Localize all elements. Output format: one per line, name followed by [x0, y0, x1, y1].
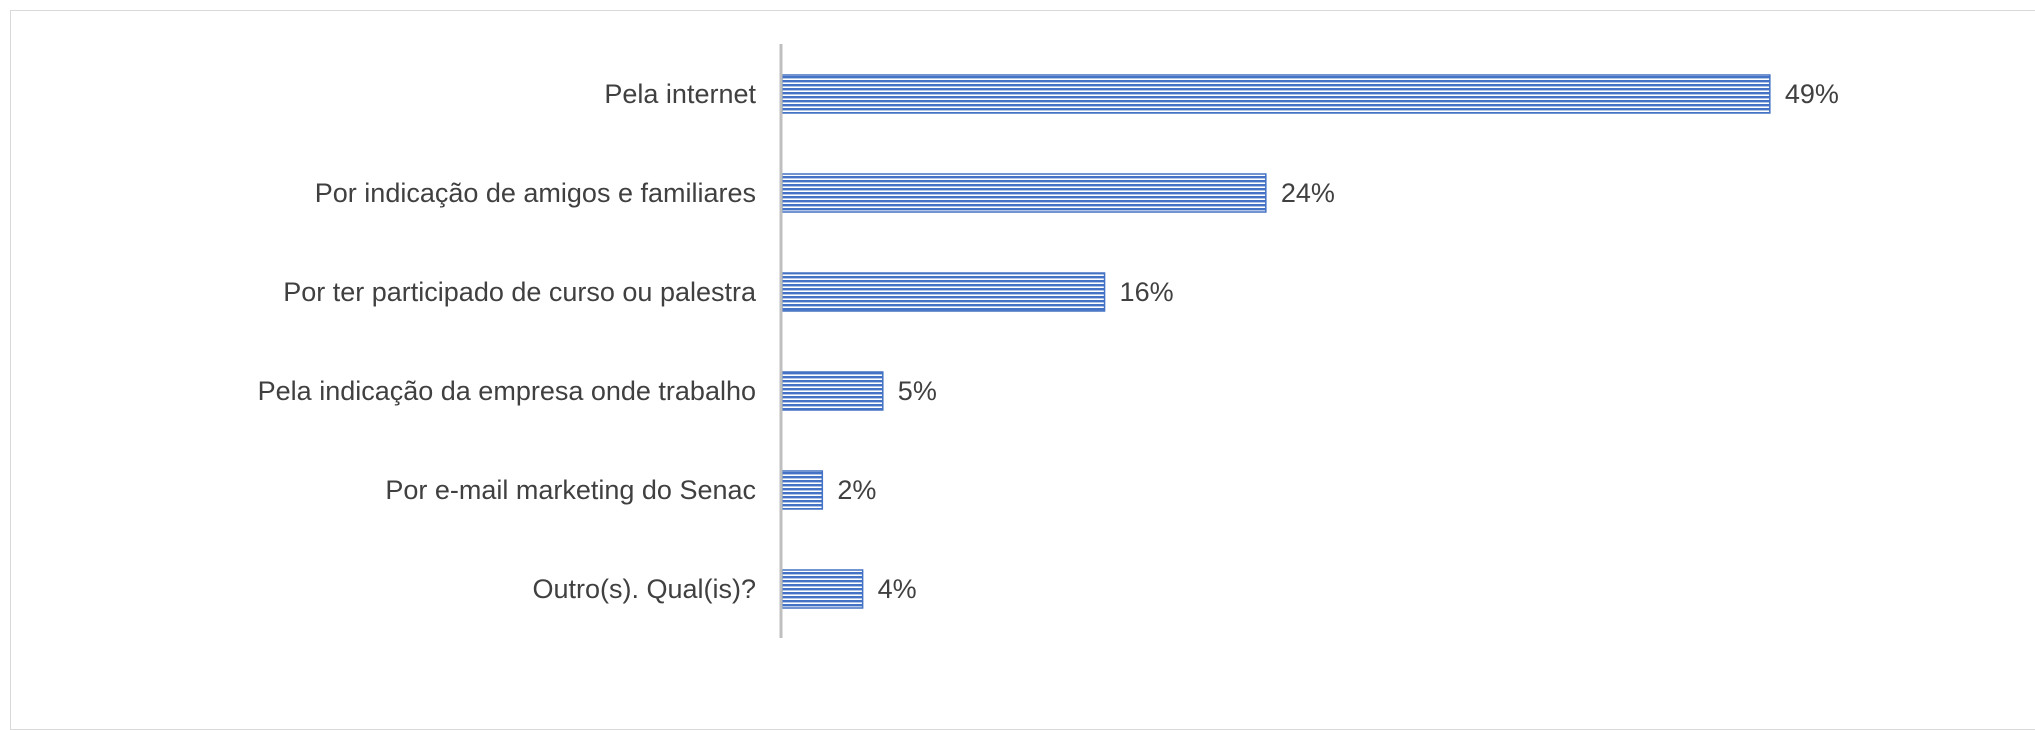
bar-3: [781, 371, 884, 411]
category-label: Pela indicação da empresa onde trabalho: [258, 376, 756, 406]
bar-chart: Pela internet 49% Por indicação de amigos …: [258, 44, 1839, 638]
data-label: 4%: [878, 574, 917, 604]
data-label: 24%: [1281, 178, 1335, 208]
category-label: Outro(s). Qual(is)?: [532, 574, 756, 604]
data-label: 49%: [1785, 79, 1839, 109]
bar-4: [781, 470, 824, 510]
category-label: Por ter participado de curso ou palestra: [283, 277, 757, 307]
bar-1: [781, 173, 1267, 213]
bar-5: [781, 569, 864, 609]
category-label: Por indicação de amigos e familiares: [315, 178, 756, 208]
data-label: 16%: [1120, 277, 1174, 307]
data-label: 5%: [898, 376, 937, 406]
data-label: 2%: [837, 475, 876, 505]
category-label: Pela internet: [604, 79, 756, 109]
category-label: Por e-mail marketing do Senac: [385, 475, 756, 505]
bar-0: [781, 74, 1771, 114]
bar-2: [781, 272, 1106, 312]
chart-area: [10, 10, 2035, 730]
